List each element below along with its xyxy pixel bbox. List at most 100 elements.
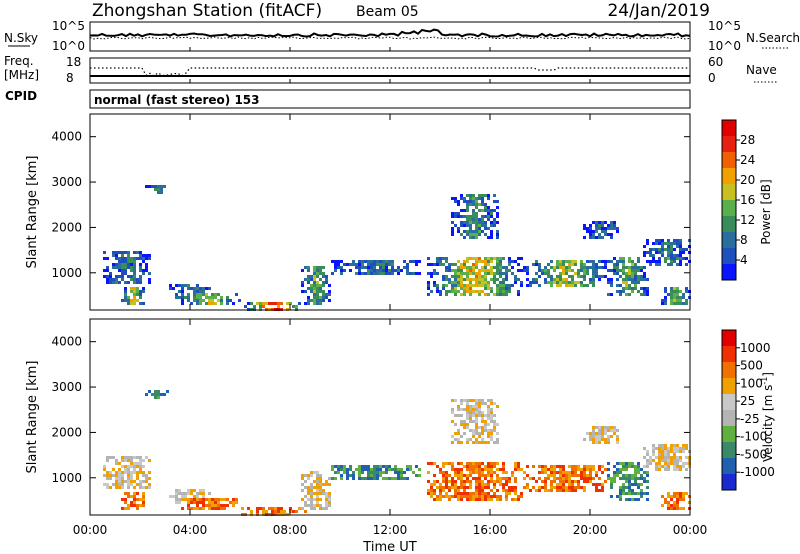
heatmap-cell: [466, 272, 469, 275]
heatmap-cell: [484, 263, 487, 266]
heatmap-cell: [139, 275, 142, 278]
heatmap-cell: [550, 275, 553, 278]
heatmap-cell: [670, 507, 673, 510]
heatmap-cell: [322, 296, 325, 299]
heatmap-cell: [310, 275, 313, 278]
heatmap-cell: [682, 293, 685, 296]
heatmap-cell: [475, 408, 478, 411]
heatmap-cell: [478, 278, 481, 281]
heatmap-cell: [457, 284, 460, 287]
heatmap-cell: [586, 480, 589, 483]
heatmap-cell: [475, 441, 478, 444]
heatmap-cell: [682, 296, 685, 299]
heatmap-cell: [553, 480, 556, 483]
heatmap-cell: [496, 263, 499, 266]
heatmap-cell: [490, 471, 493, 474]
heatmap-cell: [349, 474, 352, 477]
heatmap-cell: [148, 471, 151, 474]
heatmap-cell: [493, 275, 496, 278]
heatmap-cell: [376, 263, 379, 266]
heatmap-cell: [607, 468, 610, 471]
heatmap-cell: [532, 263, 535, 266]
heatmap-cell: [673, 453, 676, 456]
heatmap-cell: [586, 432, 589, 435]
heatmap-cell: [658, 462, 661, 465]
heatmap-cell: [568, 471, 571, 474]
heatmap-cell: [409, 260, 412, 263]
heatmap-cell: [358, 474, 361, 477]
heatmap-cell: [136, 281, 139, 284]
heatmap-cell: [652, 248, 655, 251]
heatmap-cell: [454, 489, 457, 492]
heatmap-cell: [442, 477, 445, 480]
heatmap-cell: [142, 290, 145, 293]
heatmap-cell: [196, 296, 199, 299]
heatmap-cell: [475, 281, 478, 284]
colorbar-swatch: [722, 442, 736, 459]
heatmap-cell: [673, 248, 676, 251]
heatmap-cell: [676, 459, 679, 462]
heatmap-cell: [322, 507, 325, 510]
heatmap-cell: [352, 260, 355, 263]
heatmap-cell: [658, 239, 661, 242]
heatmap-cell: [565, 266, 568, 269]
heatmap-cell: [499, 287, 502, 290]
heatmap-cell: [475, 438, 478, 441]
heatmap-cell: [427, 462, 430, 465]
heatmap-cell: [463, 486, 466, 489]
heatmap-cell: [190, 501, 193, 504]
heatmap-cell: [157, 393, 160, 396]
heatmap-cell: [445, 257, 448, 260]
heatmap-cell: [307, 278, 310, 281]
heatmap-cell: [316, 293, 319, 296]
heatmap-cell: [208, 507, 211, 510]
heatmap-cell: [130, 483, 133, 486]
heatmap-cell: [529, 284, 532, 287]
heatmap-cell: [136, 462, 139, 465]
heatmap-cell: [127, 507, 130, 510]
heatmap-cell: [472, 498, 475, 501]
heatmap-cell: [157, 188, 160, 191]
heatmap-cell: [145, 257, 148, 260]
heatmap-cell: [472, 236, 475, 239]
heatmap-cell: [190, 492, 193, 495]
heatmap-cell: [460, 402, 463, 405]
heatmap-cell: [505, 477, 508, 480]
heatmap-cell: [466, 275, 469, 278]
heatmap-cell: [466, 408, 469, 411]
heatmap-cell: [322, 284, 325, 287]
heatmap-cell: [580, 260, 583, 263]
heatmap-cell: [622, 477, 625, 480]
heatmap-cell: [670, 254, 673, 257]
heatmap-cell: [559, 474, 562, 477]
heatmap-cell: [643, 492, 646, 495]
heatmap-cell: [361, 266, 364, 269]
heatmap-cell: [463, 465, 466, 468]
heatmap-cell: [316, 504, 319, 507]
heatmap-cell: [589, 465, 592, 468]
heatmap-cell: [595, 221, 598, 224]
heatmap-cell: [103, 269, 106, 272]
heatmap-cell: [490, 420, 493, 423]
heatmap-cell: [478, 257, 481, 260]
heatmap-cell: [493, 423, 496, 426]
heatmap-cell: [568, 260, 571, 263]
heatmap-cell: [529, 489, 532, 492]
heatmap-cell: [472, 405, 475, 408]
heatmap-cell: [571, 471, 574, 474]
heatmap-cell: [316, 501, 319, 504]
heatmap-cell: [634, 498, 637, 501]
heatmap-cell: [136, 290, 139, 293]
heatmap-cell: [469, 468, 472, 471]
heatmap-cell: [289, 302, 292, 305]
heatmap-cell: [514, 486, 517, 489]
heatmap-cell: [448, 480, 451, 483]
heatmap-cell: [544, 269, 547, 272]
heatmap-cell: [508, 287, 511, 290]
heatmap-cell: [418, 468, 421, 471]
heatmap-cell: [676, 287, 679, 290]
heatmap-cell: [664, 444, 667, 447]
heatmap-cell: [145, 477, 148, 480]
heatmap-cell: [616, 495, 619, 498]
heatmap-cell: [319, 299, 322, 302]
